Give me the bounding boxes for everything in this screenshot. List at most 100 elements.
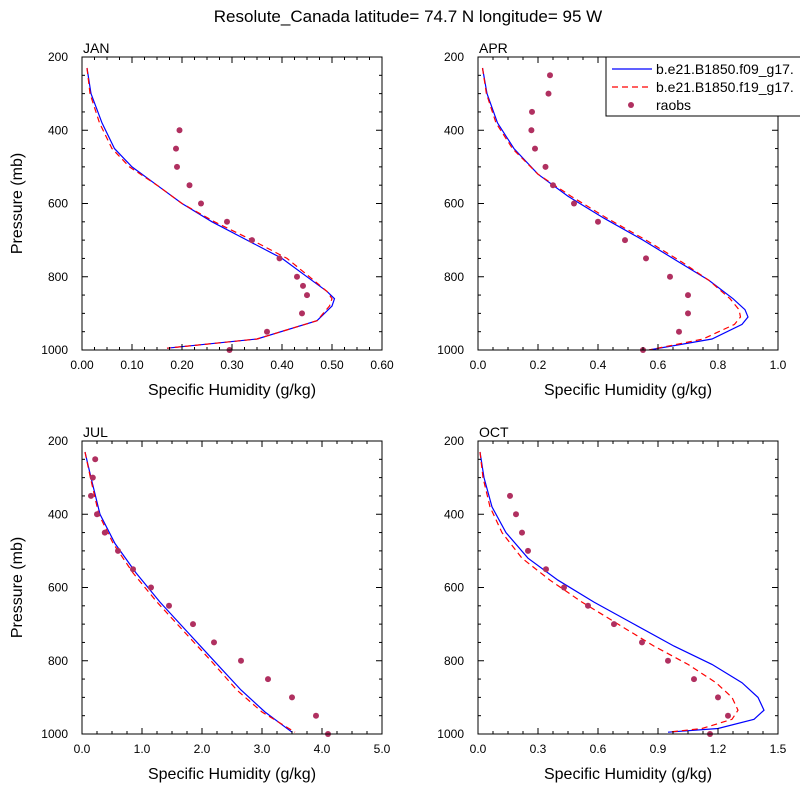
raobs-markers <box>88 456 331 737</box>
y-tick-label: 800 <box>48 654 68 668</box>
raobs-point <box>513 511 519 518</box>
raobs-markers <box>528 72 691 353</box>
series-line-f09 <box>481 67 749 350</box>
x-tick-label: 1.5 <box>770 742 787 756</box>
raobs-point <box>691 676 697 683</box>
raobs-point <box>528 127 535 134</box>
raobs-point <box>639 639 645 646</box>
raobs-point <box>595 218 601 225</box>
series-line-f19 <box>86 67 333 349</box>
y-tick-label: 600 <box>444 581 464 595</box>
raobs-point <box>224 218 230 225</box>
y-axis-label: Pressure (mb) <box>9 153 26 254</box>
raobs-point <box>611 621 617 628</box>
x-tick-label: 1.0 <box>770 358 787 372</box>
panel-label: JUL <box>83 424 108 440</box>
panels: 0.00 0.10 0.20 0.30 0.40 0.50 0.60 200 400 600 800… <box>9 40 787 783</box>
legend-label: b.e21.B1850.f19_g17. <box>656 79 794 95</box>
raobs-point <box>667 273 673 280</box>
y-tick-label: 1000 <box>41 727 68 741</box>
raobs-point <box>313 712 319 719</box>
y-tick-label: 600 <box>444 197 464 211</box>
y-axis-label: Pressure (mb) <box>9 537 26 638</box>
series-line-f09 <box>479 451 765 733</box>
raobs-point <box>115 547 121 554</box>
y-tick-label: 1000 <box>41 343 68 357</box>
y-tick-label: 400 <box>48 507 68 521</box>
x-tick-label: 4.0 <box>314 742 331 756</box>
raobs-point <box>176 127 183 134</box>
raobs-point <box>676 328 682 335</box>
legend-label: raobs <box>656 97 691 113</box>
raobs-point <box>545 90 552 97</box>
raobs-point <box>174 163 180 170</box>
raobs-markers <box>507 492 731 737</box>
raobs-point <box>289 694 295 701</box>
raobs-point <box>211 639 217 646</box>
series-line-f09 <box>86 67 336 349</box>
x-tick-label: 0.8 <box>710 358 727 372</box>
raobs-point <box>265 676 271 683</box>
x-tick-label: 0.9 <box>650 742 667 756</box>
series-line-f09 <box>84 451 293 733</box>
panel-label: OCT <box>479 424 509 440</box>
raobs-point <box>148 584 154 591</box>
x-tick-label: 0.00 <box>70 358 94 372</box>
x-tick-label: 5.0 <box>374 742 391 756</box>
raobs-point <box>529 108 535 115</box>
panel-jan: 0.00 0.10 0.20 0.30 0.40 0.50 0.60 200 400 600 800… <box>9 40 394 399</box>
x-tick-label: 1.2 <box>710 742 727 756</box>
x-tick-label: 3.0 <box>254 742 271 756</box>
raobs-point <box>543 566 549 573</box>
y-tick-label: 1000 <box>437 343 464 357</box>
x-tick-label: 0.30 <box>220 358 244 372</box>
y-tick-label: 400 <box>444 507 464 521</box>
raobs-point <box>249 237 255 244</box>
raobs-point <box>561 584 567 591</box>
raobs-point <box>665 657 671 664</box>
series-line-f19 <box>481 67 742 350</box>
x-axis-label: Specific Humidity (g/kg) <box>148 382 316 399</box>
x-tick-label: 1.0 <box>134 742 151 756</box>
raobs-point <box>88 492 94 499</box>
plot-frame <box>81 440 383 735</box>
raobs-point <box>89 474 96 481</box>
raobs-point <box>238 657 244 664</box>
x-tick-label: 0.0 <box>470 742 487 756</box>
figure-title: Resolute_Canada latitude= 74.7 N longitu… <box>214 7 602 26</box>
y-tick-label: 800 <box>444 654 464 668</box>
plot-frame <box>81 56 383 351</box>
raobs-point <box>92 456 99 463</box>
x-axis-label: Specific Humidity (g/kg) <box>148 766 316 783</box>
x-tick-label: 0.10 <box>120 358 144 372</box>
y-tick-label: 800 <box>48 270 68 284</box>
x-tick-label: 0.40 <box>270 358 294 372</box>
panel-oct: 0.0 0.3 0.6 0.9 1.2 1.5 200 400 600 800 1000 OCT Spe… <box>437 424 786 783</box>
legend-marker <box>628 102 634 108</box>
plot-frame <box>477 440 779 735</box>
raobs-point <box>585 602 591 609</box>
raobs-point <box>294 273 300 280</box>
raobs-point <box>300 282 306 289</box>
x-axis-label: Specific Humidity (g/kg) <box>544 766 712 783</box>
y-tick-label: 1000 <box>437 727 464 741</box>
panel-apr: 0.0 0.2 0.4 0.6 0.8 1.0 200 400 600 800 1000 APR Spe… <box>437 40 786 399</box>
x-tick-label: 0.0 <box>74 742 91 756</box>
raobs-markers <box>173 127 310 353</box>
series-line-f19 <box>84 451 296 733</box>
raobs-point <box>264 328 270 335</box>
y-tick-label: 200 <box>48 50 68 64</box>
raobs-point <box>571 200 577 207</box>
x-tick-label: 0.6 <box>590 742 607 756</box>
raobs-point <box>190 621 196 628</box>
y-tick-label: 400 <box>48 123 68 137</box>
raobs-point <box>725 712 731 719</box>
raobs-point <box>525 547 531 554</box>
raobs-point <box>101 529 108 536</box>
series-line-f19 <box>479 451 739 733</box>
raobs-point <box>94 511 100 518</box>
x-tick-label: 0.0 <box>470 358 487 372</box>
y-tick-label: 200 <box>48 434 68 448</box>
